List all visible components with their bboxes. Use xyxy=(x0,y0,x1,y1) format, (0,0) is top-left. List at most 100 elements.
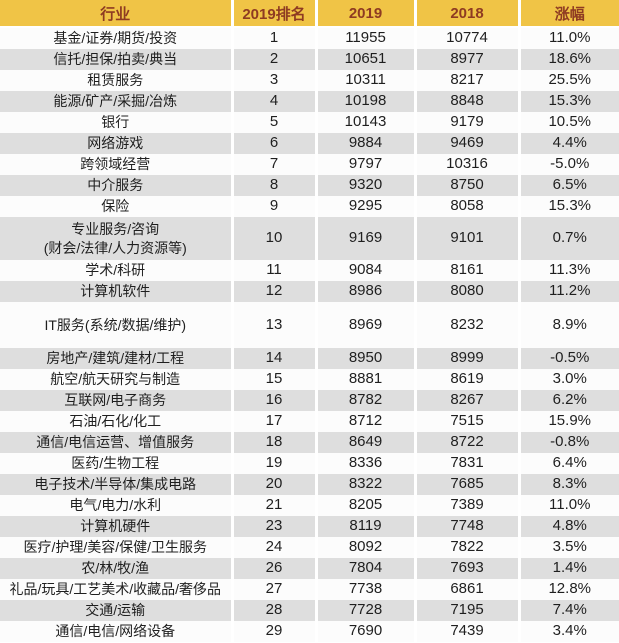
salary-2019-cell: 10651 xyxy=(314,49,415,70)
industry-cell: 房地产/建筑/建材/工程 xyxy=(46,350,185,367)
industry-cell: 通信/电信运营、增值服务 xyxy=(36,434,195,451)
salary-2018-cell: 8999 xyxy=(413,348,519,369)
table-row: 跨领域经营 7 9797 10316 -5.0% xyxy=(0,154,619,175)
table-row: IT服务(系统/数据/维护) 13 8969 8232 8.9% xyxy=(0,302,619,348)
table-row: 基金/证券/期货/投资 1 11955 10774 11.0% xyxy=(0,27,619,49)
salary-2018-cell: 8267 xyxy=(413,390,519,411)
salary-2018-cell: 7822 xyxy=(413,537,519,558)
change-cell: 7.4% xyxy=(517,600,619,621)
industry-cell: IT服务(系统/数据/维护) xyxy=(44,316,187,333)
table-row: 电子技术/半导体/集成电路 20 8322 7685 8.3% xyxy=(0,474,619,495)
rank-2019-cell: 6 xyxy=(230,133,316,154)
table-row: 中介服务 8 9320 8750 6.5% xyxy=(0,175,619,196)
salary-2019-cell: 8782 xyxy=(314,390,415,411)
rank-2019-cell: 24 xyxy=(230,537,316,558)
table-row: 信托/担保/拍卖/典当 2 10651 8977 18.6% xyxy=(0,49,619,70)
industry-cell: 信托/担保/拍卖/典当 xyxy=(53,51,178,68)
rank-2019-cell: 8 xyxy=(230,175,316,196)
change-cell: 1.4% xyxy=(517,558,619,579)
salary-2019-cell: 7738 xyxy=(314,579,415,600)
salary-2019-cell: 7690 xyxy=(314,621,415,642)
salary-2019-cell: 10198 xyxy=(314,91,415,112)
rank-2019-cell: 17 xyxy=(230,411,316,432)
change-cell: 3.5% xyxy=(517,537,619,558)
table-row: 计算机硬件 23 8119 7748 4.8% xyxy=(0,516,619,537)
table-row: 互联网/电子商务 16 8782 8267 6.2% xyxy=(0,390,619,411)
change-cell: 3.4% xyxy=(517,621,619,642)
change-cell: 6.5% xyxy=(517,175,619,196)
change-cell: 3.0% xyxy=(517,369,619,390)
salary-2018-cell: 7389 xyxy=(413,495,519,516)
change-cell: 4.8% xyxy=(517,516,619,537)
salary-2019-cell: 8986 xyxy=(314,281,415,302)
change-cell: 12.8% xyxy=(517,579,619,600)
salary-2019-cell: 8881 xyxy=(314,369,415,390)
change-cell: 15.3% xyxy=(517,196,619,217)
salary-2018-cell: 8750 xyxy=(413,175,519,196)
table-row: 交通/运输 28 7728 7195 7.4% xyxy=(0,600,619,621)
change-cell: 11.2% xyxy=(517,281,619,302)
rank-2019-cell: 1 xyxy=(230,27,316,49)
change-cell: 11.3% xyxy=(517,260,619,281)
salary-2018-cell: 8058 xyxy=(413,196,519,217)
rank-2019-cell: 7 xyxy=(230,154,316,175)
rank-2019-cell: 16 xyxy=(230,390,316,411)
industry-cell: 医药/生物工程 xyxy=(71,455,160,472)
industry-cell: 保险 xyxy=(101,198,130,215)
change-cell: 15.3% xyxy=(517,91,619,112)
table-row: 房地产/建筑/建材/工程 14 8950 8999 -0.5% xyxy=(0,348,619,369)
salary-2019-cell: 8950 xyxy=(314,348,415,369)
salary-2018-cell: 8080 xyxy=(413,281,519,302)
salary-2018-cell: 7693 xyxy=(413,558,519,579)
table-body: 基金/证券/期货/投资 1 11955 10774 11.0% 信托/担保/拍卖/典当 2 1… xyxy=(0,27,619,642)
col-header-change: 涨幅 xyxy=(517,0,619,28)
change-cell: 4.4% xyxy=(517,133,619,154)
rank-2019-cell: 15 xyxy=(230,369,316,390)
change-cell: 11.0% xyxy=(517,495,619,516)
table-row: 专业服务/咨询 (财会/法律/人力资源等) 10 9169 9101 0.7% xyxy=(0,217,619,260)
salary-2019-cell: 8969 xyxy=(314,302,415,348)
salary-2019-cell: 9169 xyxy=(314,217,415,260)
rank-2019-cell: 19 xyxy=(230,453,316,474)
table-row: 礼品/玩具/工艺美术/收藏品/奢侈品 27 7738 6861 12.8% xyxy=(0,579,619,600)
industry-cell: 基金/证券/期货/投资 xyxy=(53,30,178,47)
change-cell: 15.9% xyxy=(517,411,619,432)
salary-2019-cell: 10311 xyxy=(314,70,415,91)
col-header-2019-rank: 2019排名 xyxy=(230,0,316,28)
salary-2018-cell: 8722 xyxy=(413,432,519,453)
change-cell: 8.3% xyxy=(517,474,619,495)
table-row: 石油/石化/化工 17 8712 7515 15.9% xyxy=(0,411,619,432)
table-row: 计算机软件 12 8986 8080 11.2% xyxy=(0,281,619,302)
salary-2019-cell: 9884 xyxy=(314,133,415,154)
industry-cell: 租赁服务 xyxy=(87,72,144,89)
change-cell: -5.0% xyxy=(517,154,619,175)
salary-2019-cell: 7804 xyxy=(314,558,415,579)
industry-cell: 交通/运输 xyxy=(85,602,146,619)
salary-2018-cell: 7831 xyxy=(413,453,519,474)
industry-cell: 电气/电力/水利 xyxy=(69,497,162,514)
salary-2018-cell: 7195 xyxy=(413,600,519,621)
salary-2019-cell: 8336 xyxy=(314,453,415,474)
industry-cell: 银行 xyxy=(101,114,130,131)
salary-2018-cell: 7685 xyxy=(413,474,519,495)
salary-2018-cell: 6861 xyxy=(413,579,519,600)
salary-2018-cell: 8217 xyxy=(413,70,519,91)
table-row: 通信/电信运营、增值服务 18 8649 8722 -0.8% xyxy=(0,432,619,453)
change-cell: 6.4% xyxy=(517,453,619,474)
rank-2019-cell: 23 xyxy=(230,516,316,537)
change-cell: 10.5% xyxy=(517,112,619,133)
salary-2018-cell: 7748 xyxy=(413,516,519,537)
table-header: 行业 2019排名 2019 2018 涨幅 xyxy=(0,0,619,28)
industry-cell: 电子技术/半导体/集成电路 xyxy=(34,476,197,493)
col-header-2019-salary: 2019 xyxy=(314,0,415,28)
industry-cell: 通信/电信/网络设备 xyxy=(55,623,176,640)
rank-2019-cell: 14 xyxy=(230,348,316,369)
salary-2018-cell: 9101 xyxy=(413,217,519,260)
header-row: 行业 2019排名 2019 2018 涨幅 xyxy=(0,0,619,28)
industry-cell: 农/林/牧/渔 xyxy=(81,560,150,577)
salary-2019-cell: 8119 xyxy=(314,516,415,537)
rank-2019-cell: 29 xyxy=(230,621,316,642)
change-cell: 11.0% xyxy=(517,27,619,49)
rank-2019-cell: 27 xyxy=(230,579,316,600)
industry-cell: 医疗/护理/美容/保健/卫生服务 xyxy=(23,539,208,556)
